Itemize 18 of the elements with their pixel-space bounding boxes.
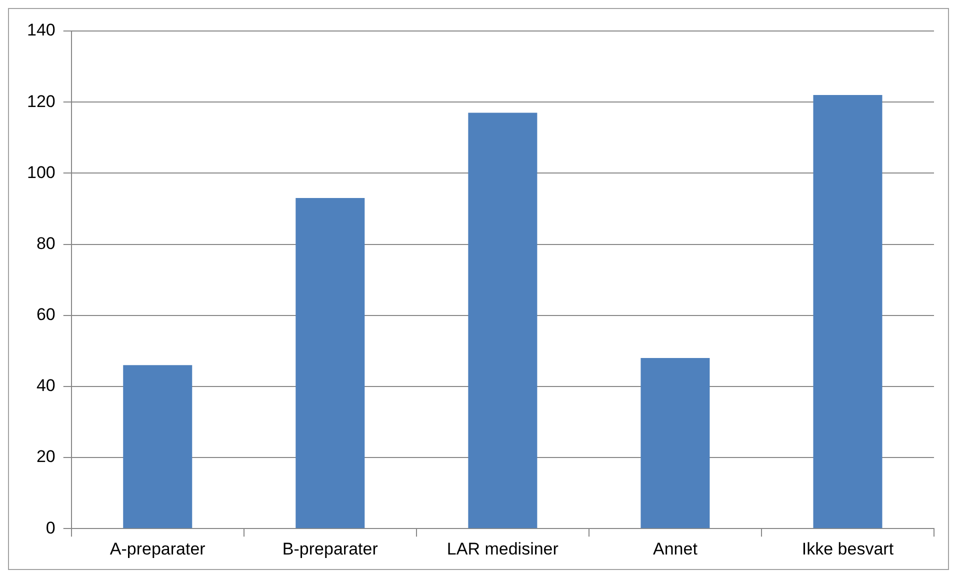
x-tick-label: LAR medisiner — [446, 539, 559, 558]
y-tick-label: 60 — [36, 305, 56, 324]
bar — [296, 198, 365, 528]
bar — [123, 365, 192, 528]
x-tick-label: Annet — [652, 539, 698, 558]
y-tick-label: 100 — [26, 162, 56, 182]
bar — [640, 358, 710, 528]
y-tick-label: 0 — [46, 518, 56, 538]
y-tick-label: 140 — [26, 20, 56, 40]
x-tick-label: Ikke besvart — [802, 539, 894, 558]
y-tick-label: 20 — [36, 447, 56, 466]
bar — [468, 112, 538, 528]
x-tick-label: A-preparater — [110, 539, 206, 558]
bar — [813, 94, 882, 528]
y-tick-label: 40 — [36, 376, 56, 396]
y-tick-label: 80 — [36, 234, 56, 253]
y-tick-label: 120 — [26, 92, 56, 111]
x-tick-label: B-preparater — [282, 539, 378, 558]
